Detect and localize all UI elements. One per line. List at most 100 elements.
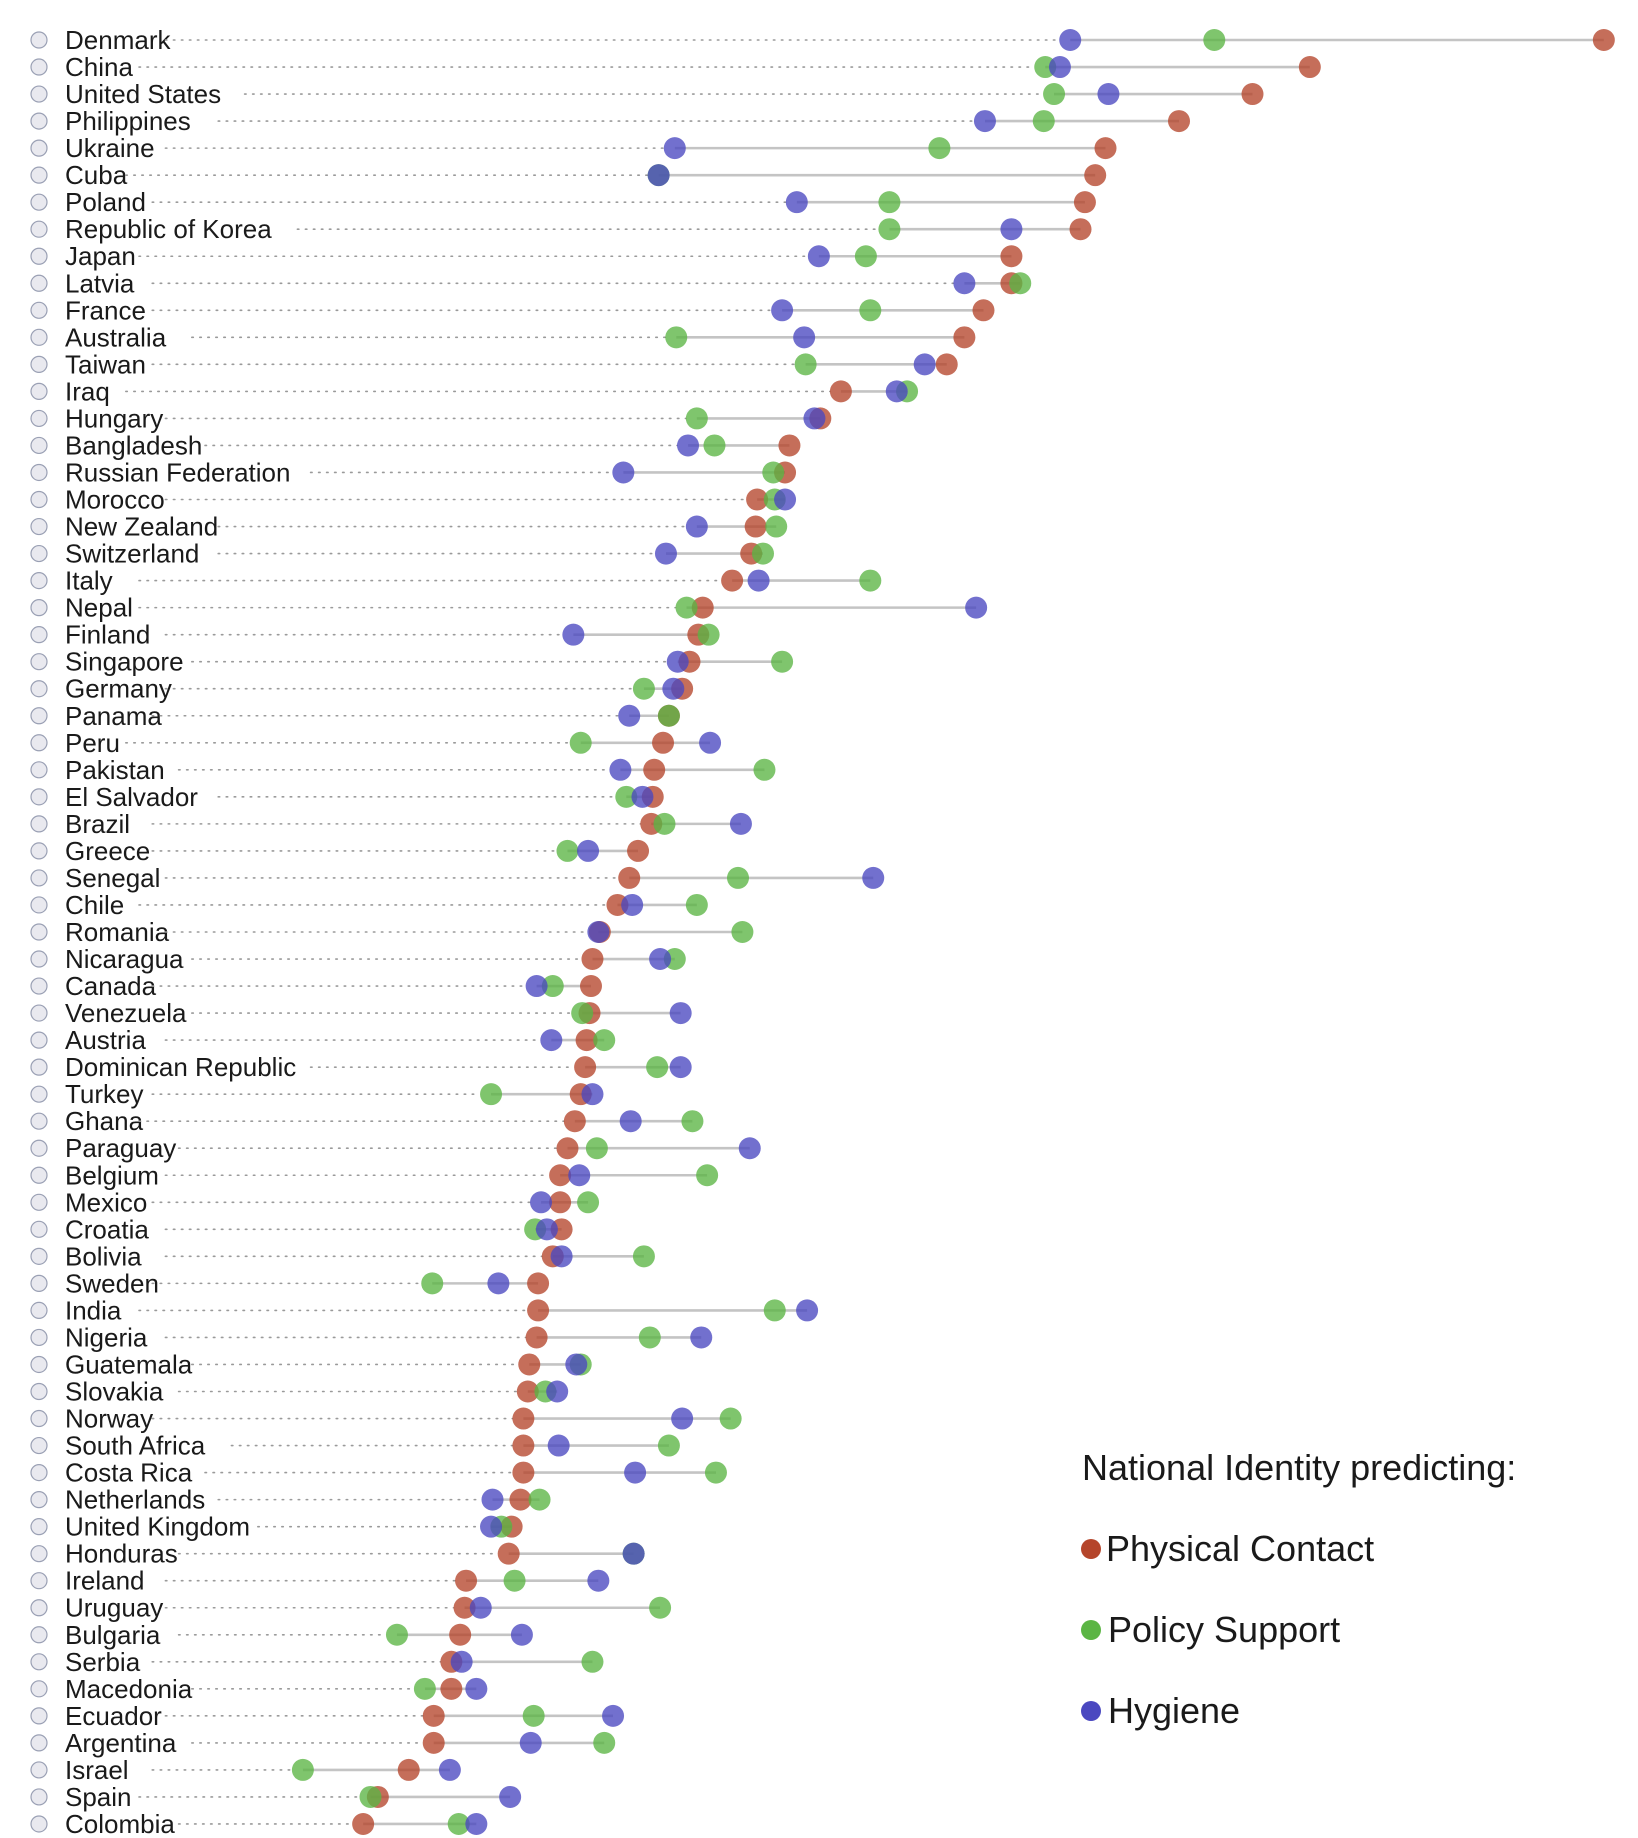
dot-hygiene <box>535 1218 558 1241</box>
flag-icon <box>30 31 48 49</box>
row-mexico: Mexico <box>30 1187 600 1217</box>
flag-icon <box>30 653 48 671</box>
dot-policy-support <box>685 407 708 430</box>
row-japan: Japan <box>30 241 1023 271</box>
row-label: Switzerland <box>65 539 199 569</box>
dot-hygiene <box>510 1623 533 1646</box>
dot-policy-support <box>685 893 708 916</box>
dot-policy-support <box>765 515 788 538</box>
row-label: Peru <box>65 728 120 758</box>
flag-icon <box>30 193 48 211</box>
flag-icon <box>30 1058 48 1076</box>
row-france: France <box>30 295 995 325</box>
row-label: Chile <box>65 890 124 920</box>
row-philippines: Philippines <box>30 106 1190 136</box>
row-latvia: Latvia <box>30 268 1032 298</box>
dot-policy-support <box>859 299 882 322</box>
dot-physical-contact <box>512 1407 535 1430</box>
dot-physical-contact <box>575 1029 598 1052</box>
dot-hygiene <box>1059 29 1082 51</box>
flag-icon <box>30 1599 48 1617</box>
row-singapore: Singapore <box>30 647 794 677</box>
dot-policy-support <box>638 1326 661 1349</box>
legend-entry-policy-support: Policy Support <box>1081 1609 1340 1650</box>
row-macedonia: Macedonia <box>30 1674 488 1704</box>
row-austria: Austria <box>30 1025 616 1055</box>
row-cuba: Cuba <box>30 160 1107 190</box>
row-guatemala: Guatemala <box>30 1349 592 1379</box>
dot-hygiene <box>587 920 610 943</box>
row-label: China <box>65 52 133 82</box>
dot-policy-support <box>762 461 785 484</box>
flag-icon <box>30 1328 48 1347</box>
row-label: Germany <box>65 674 172 704</box>
dot-policy-support <box>657 1434 680 1457</box>
dot-policy-support <box>359 1785 382 1808</box>
flag-icon <box>30 1382 48 1401</box>
row-label: Uruguay <box>65 1593 163 1623</box>
flag-icon <box>30 1626 48 1644</box>
flag-icon <box>30 382 48 400</box>
dot-policy-support <box>1009 272 1032 295</box>
legend-swatch-policy-support <box>1081 1620 1101 1640</box>
dot-hygiene <box>965 596 988 619</box>
dot-physical-contact <box>652 731 675 754</box>
flag-icon <box>30 1545 48 1563</box>
dot-physical-contact <box>497 1542 520 1565</box>
dot-physical-contact <box>1592 29 1615 51</box>
dot-policy-support <box>697 623 720 646</box>
dot-physical-contact <box>829 380 852 403</box>
row-label: Canada <box>65 971 157 1001</box>
row-el-salvador: El Salvador <box>30 782 664 812</box>
dot-hygiene <box>621 893 644 916</box>
row-label: Bolivia <box>65 1241 142 1271</box>
dot-physical-contact <box>516 1380 539 1403</box>
row-label: Macedonia <box>65 1674 193 1704</box>
dot-hygiene <box>662 677 685 700</box>
dot-hygiene <box>1000 218 1023 241</box>
dot-policy-support <box>632 1245 655 1268</box>
dot-hygiene <box>669 1002 692 1025</box>
dot-physical-contact <box>1073 191 1096 214</box>
row-label: Turkey <box>65 1079 144 1109</box>
row-label: Colombia <box>65 1809 175 1838</box>
flag-icon <box>30 1761 48 1779</box>
row-label: Republic of Korea <box>65 214 272 244</box>
dot-hygiene <box>587 1569 610 1592</box>
dot-physical-contact <box>972 299 995 322</box>
flag-icon <box>30 1491 48 1509</box>
flag-icon <box>30 166 48 184</box>
row-label: Philippines <box>65 106 191 136</box>
flag-icon <box>30 1815 48 1833</box>
row-label: Australia <box>65 322 167 352</box>
flag-icon <box>30 896 48 914</box>
flag-icon <box>30 220 48 238</box>
row-label: Denmark <box>65 25 171 55</box>
dot-physical-contact <box>518 1353 541 1376</box>
dot-policy-support <box>878 191 901 214</box>
dot-physical-contact <box>1241 83 1264 106</box>
dot-hygiene <box>487 1272 510 1295</box>
row-south-africa: South Africa <box>30 1431 680 1461</box>
row-label: Croatia <box>65 1214 149 1244</box>
dot-hygiene <box>622 1542 645 1565</box>
dot-hygiene <box>774 488 797 511</box>
dot-hygiene <box>690 1326 713 1349</box>
dot-policy-support <box>859 569 882 592</box>
dot-policy-support <box>503 1569 526 1592</box>
dot-hygiene <box>624 1461 647 1484</box>
dot-policy-support <box>1043 83 1066 106</box>
dot-hygiene <box>647 164 670 187</box>
dot-physical-contact <box>691 596 714 619</box>
dot-hygiene <box>519 1731 542 1754</box>
row-netherlands: Netherlands <box>30 1485 551 1515</box>
legend-entry-physical-contact: Physical Contact <box>1081 1528 1374 1569</box>
dot-policy-support <box>771 650 794 673</box>
row-nigeria: Nigeria <box>30 1322 713 1352</box>
dot-physical-contact <box>574 1056 597 1079</box>
dot-hygiene <box>568 1164 591 1187</box>
dot-hygiene <box>480 1515 503 1538</box>
flag-icon <box>30 139 48 157</box>
dot-physical-contact <box>643 758 666 781</box>
dot-hygiene <box>677 434 700 457</box>
